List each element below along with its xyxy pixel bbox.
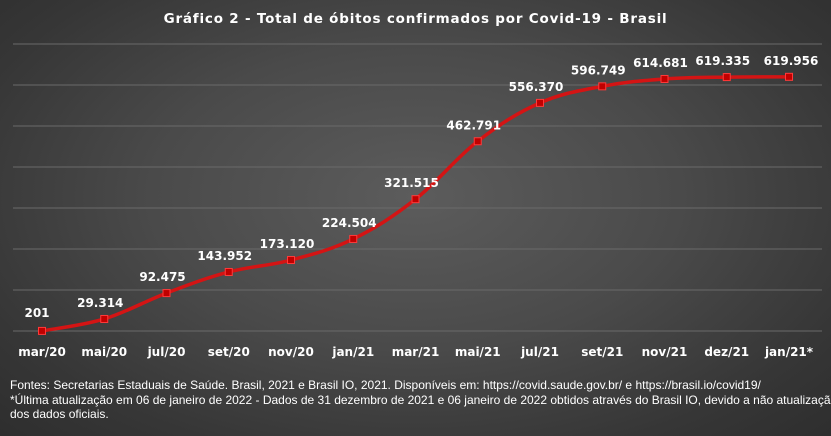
data-point	[224, 267, 233, 276]
series-line-group	[40, 75, 791, 333]
data-point	[411, 195, 420, 204]
data-label: 201	[24, 306, 49, 320]
data-label: 143.952	[197, 249, 252, 263]
line-chart: 201 29.314 92.475 143.952 173.120 224.504 321.…	[13, 43, 822, 359]
data-label: 224.504	[322, 216, 377, 230]
data-label: 321.515	[384, 176, 439, 190]
data-label: 614.681	[633, 56, 688, 70]
x-tick-label: mar/21	[392, 345, 440, 359]
data-label: 173.120	[260, 237, 315, 251]
data-point	[660, 74, 669, 83]
source-note-line-3: dos dados oficiais.	[10, 407, 109, 421]
data-label: 619.335	[695, 54, 750, 68]
data-point	[162, 289, 171, 298]
data-label: 29.314	[77, 296, 123, 310]
data-label: 92.475	[139, 270, 185, 284]
x-tick-label: jan/21*	[764, 345, 814, 359]
x-tick-label: nov/20	[268, 345, 314, 359]
x-tick-label: mai/20	[81, 345, 127, 359]
source-note-line-1: Fontes: Secretarias Estaduais de Saúde. …	[10, 378, 761, 392]
x-tick-label: nov/21	[642, 345, 688, 359]
x-tick-label: jan/21	[331, 345, 374, 359]
data-point	[722, 73, 731, 82]
data-label: 556.370	[509, 80, 564, 94]
x-tick-label: jul/21	[520, 345, 559, 359]
x-tick-label: set/20	[208, 345, 250, 359]
data-label: 619.956	[764, 54, 819, 68]
data-point	[349, 234, 358, 243]
data-points	[38, 72, 793, 335]
data-point	[598, 82, 607, 91]
x-axis-tick-labels: mar/20 mai/20 jul/20 set/20 nov/20 jan/21 mar/…	[18, 345, 814, 359]
x-tick-label: dez/21	[704, 345, 749, 359]
data-point	[38, 326, 46, 335]
series-line	[40, 75, 791, 333]
x-tick-label: mar/20	[18, 345, 66, 359]
data-point	[785, 72, 793, 81]
source-note-line-2: *Última atualização em 06 de janeiro de …	[10, 392, 831, 407]
source-notes: Fontes: Secretarias Estaduais de Saúde. …	[10, 378, 831, 422]
data-point	[473, 137, 482, 146]
x-tick-label: jul/20	[147, 345, 186, 359]
data-labels: 201 29.314 92.475 143.952 173.120 224.504 321.…	[24, 54, 818, 320]
x-tick-label: mai/21	[455, 345, 501, 359]
data-point	[536, 98, 544, 107]
x-tick-label: set/21	[581, 345, 623, 359]
data-point	[100, 314, 109, 323]
gridlines	[13, 43, 822, 332]
chart-title: Gráfico 2 - Total de óbitos confirmados …	[163, 11, 668, 27]
data-point	[287, 256, 295, 265]
data-label: 462.791	[446, 118, 501, 132]
data-label: 596.749	[571, 63, 626, 77]
